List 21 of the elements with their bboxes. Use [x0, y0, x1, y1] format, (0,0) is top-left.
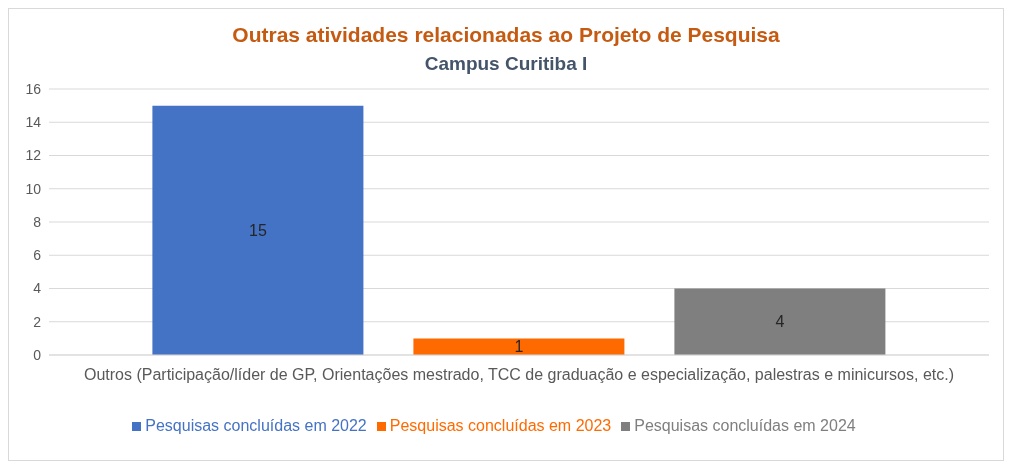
legend-label: Pesquisas concluídas em 2022 [145, 417, 367, 434]
y-tick-label: 10 [25, 180, 42, 197]
chart-subtitle: Campus Curitiba I [423, 53, 589, 75]
y-tick-label: 6 [33, 247, 42, 264]
y-tick-label: 12 [25, 147, 42, 164]
x-tick-label: Outros (Participação/líder de GP, Orientações mestrado, TCC de graduação e especialização, palestras e minicursos, etc.) [83, 366, 955, 384]
y-tick-label: 8 [33, 213, 42, 230]
data-label: 4 [775, 313, 785, 331]
y-tick-label: 4 [33, 280, 42, 297]
legend-label: Pesquisas concluídas em 2024 [634, 417, 856, 434]
data-label: 15 [249, 221, 267, 239]
y-tick-label: 14 [25, 114, 42, 131]
bar [152, 105, 364, 355]
y-tick-label: 2 [33, 313, 42, 330]
data-label: 1 [514, 338, 524, 356]
legend-label: Pesquisas concluídas em 2023 [389, 417, 612, 434]
y-tick-label: 16 [25, 80, 42, 97]
chart-title: Outras atividades relacionadas ao Projeto de Pesquisa [231, 23, 781, 47]
bar [674, 288, 886, 355]
y-tick-label: 0 [33, 346, 42, 363]
bar [413, 338, 625, 355]
